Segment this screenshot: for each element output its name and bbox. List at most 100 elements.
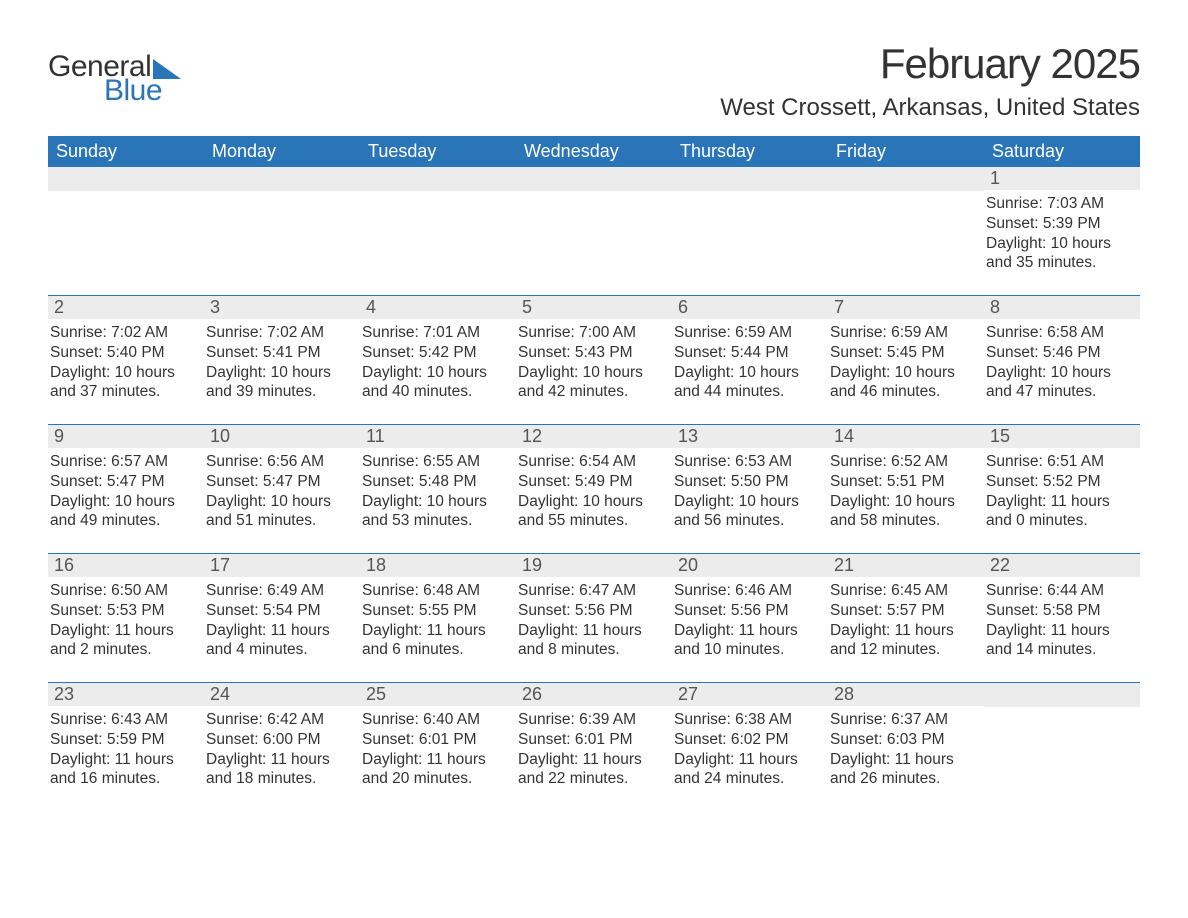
weekday-friday: Friday: [828, 136, 984, 167]
sunrise-line: Sunrise: 6:38 AM: [674, 710, 822, 730]
sunset-line: Sunset: 5:56 PM: [674, 601, 822, 621]
day-cell: [48, 167, 204, 277]
day-body: Sunrise: 7:02 AMSunset: 5:40 PMDaylight:…: [48, 319, 204, 402]
daylight-line: Daylight: 10 hours and 40 minutes.: [362, 363, 510, 403]
day-body: Sunrise: 6:55 AMSunset: 5:48 PMDaylight:…: [360, 448, 516, 531]
day-cell: 21Sunrise: 6:45 AMSunset: 5:57 PMDayligh…: [828, 554, 984, 664]
sunset-line: Sunset: 5:48 PM: [362, 472, 510, 492]
daylight-line: Daylight: 10 hours and 49 minutes.: [50, 492, 198, 532]
daylight-line: Daylight: 11 hours and 18 minutes.: [206, 750, 354, 790]
daylight-line: Daylight: 10 hours and 51 minutes.: [206, 492, 354, 532]
day-cell: 2Sunrise: 7:02 AMSunset: 5:40 PMDaylight…: [48, 296, 204, 406]
day-cell: 20Sunrise: 6:46 AMSunset: 5:56 PMDayligh…: [672, 554, 828, 664]
sunset-line: Sunset: 5:50 PM: [674, 472, 822, 492]
sunset-line: Sunset: 5:57 PM: [830, 601, 978, 621]
daylight-line: Daylight: 11 hours and 8 minutes.: [518, 621, 666, 661]
sunrise-line: Sunrise: 6:54 AM: [518, 452, 666, 472]
sunset-line: Sunset: 5:51 PM: [830, 472, 978, 492]
daylight-line: Daylight: 11 hours and 24 minutes.: [674, 750, 822, 790]
month-title: February 2025: [720, 40, 1140, 88]
day-number: 25: [360, 683, 516, 706]
day-cell: 4Sunrise: 7:01 AMSunset: 5:42 PMDaylight…: [360, 296, 516, 406]
week-row: 23Sunrise: 6:43 AMSunset: 5:59 PMDayligh…: [48, 682, 1140, 793]
day-body: Sunrise: 6:43 AMSunset: 5:59 PMDaylight:…: [48, 706, 204, 789]
day-body: Sunrise: 6:50 AMSunset: 5:53 PMDaylight:…: [48, 577, 204, 660]
sunset-line: Sunset: 5:52 PM: [986, 472, 1134, 492]
day-cell: 10Sunrise: 6:56 AMSunset: 5:47 PMDayligh…: [204, 425, 360, 535]
sunset-line: Sunset: 5:46 PM: [986, 343, 1134, 363]
day-body: Sunrise: 6:59 AMSunset: 5:44 PMDaylight:…: [672, 319, 828, 402]
day-number: 20: [672, 554, 828, 577]
day-number: [360, 167, 516, 191]
day-body: Sunrise: 6:49 AMSunset: 5:54 PMDaylight:…: [204, 577, 360, 660]
day-cell: 18Sunrise: 6:48 AMSunset: 5:55 PMDayligh…: [360, 554, 516, 664]
sunrise-line: Sunrise: 7:02 AM: [50, 323, 198, 343]
sunrise-line: Sunrise: 6:39 AM: [518, 710, 666, 730]
day-body: Sunrise: 6:54 AMSunset: 5:49 PMDaylight:…: [516, 448, 672, 531]
day-cell: [672, 167, 828, 277]
sunset-line: Sunset: 5:53 PM: [50, 601, 198, 621]
sunrise-line: Sunrise: 6:42 AM: [206, 710, 354, 730]
day-cell: [204, 167, 360, 277]
day-body: Sunrise: 6:58 AMSunset: 5:46 PMDaylight:…: [984, 319, 1140, 402]
day-cell: 17Sunrise: 6:49 AMSunset: 5:54 PMDayligh…: [204, 554, 360, 664]
daylight-line: Daylight: 11 hours and 22 minutes.: [518, 750, 666, 790]
sunset-line: Sunset: 5:41 PM: [206, 343, 354, 363]
sunset-line: Sunset: 5:47 PM: [206, 472, 354, 492]
sunrise-line: Sunrise: 6:40 AM: [362, 710, 510, 730]
day-number: 14: [828, 425, 984, 448]
daylight-line: Daylight: 10 hours and 47 minutes.: [986, 363, 1134, 403]
day-number: 18: [360, 554, 516, 577]
sunset-line: Sunset: 5:39 PM: [986, 214, 1134, 234]
day-cell: 14Sunrise: 6:52 AMSunset: 5:51 PMDayligh…: [828, 425, 984, 535]
daylight-line: Daylight: 10 hours and 55 minutes.: [518, 492, 666, 532]
day-body: Sunrise: 6:46 AMSunset: 5:56 PMDaylight:…: [672, 577, 828, 660]
day-number: 23: [48, 683, 204, 706]
weekday-wednesday: Wednesday: [516, 136, 672, 167]
day-number: 19: [516, 554, 672, 577]
weekday-header-row: SundayMondayTuesdayWednesdayThursdayFrid…: [48, 136, 1140, 167]
day-body: Sunrise: 6:37 AMSunset: 6:03 PMDaylight:…: [828, 706, 984, 789]
day-number: [672, 167, 828, 191]
week-row: 1Sunrise: 7:03 AMSunset: 5:39 PMDaylight…: [48, 167, 1140, 277]
sunrise-line: Sunrise: 6:51 AM: [986, 452, 1134, 472]
day-number: 9: [48, 425, 204, 448]
sunrise-line: Sunrise: 6:49 AM: [206, 581, 354, 601]
day-body: Sunrise: 6:39 AMSunset: 6:01 PMDaylight:…: [516, 706, 672, 789]
day-cell: [984, 683, 1140, 793]
day-number: 21: [828, 554, 984, 577]
day-number: [516, 167, 672, 191]
week-row: 16Sunrise: 6:50 AMSunset: 5:53 PMDayligh…: [48, 553, 1140, 664]
day-cell: 5Sunrise: 7:00 AMSunset: 5:43 PMDaylight…: [516, 296, 672, 406]
day-number: 11: [360, 425, 516, 448]
day-cell: 12Sunrise: 6:54 AMSunset: 5:49 PMDayligh…: [516, 425, 672, 535]
daylight-line: Daylight: 11 hours and 26 minutes.: [830, 750, 978, 790]
sunset-line: Sunset: 5:47 PM: [50, 472, 198, 492]
daylight-line: Daylight: 11 hours and 0 minutes.: [986, 492, 1134, 532]
day-body: Sunrise: 7:00 AMSunset: 5:43 PMDaylight:…: [516, 319, 672, 402]
sunrise-line: Sunrise: 6:55 AM: [362, 452, 510, 472]
sunrise-line: Sunrise: 6:45 AM: [830, 581, 978, 601]
sunrise-line: Sunrise: 6:50 AM: [50, 581, 198, 601]
daylight-line: Daylight: 10 hours and 56 minutes.: [674, 492, 822, 532]
daylight-line: Daylight: 10 hours and 42 minutes.: [518, 363, 666, 403]
day-cell: 22Sunrise: 6:44 AMSunset: 5:58 PMDayligh…: [984, 554, 1140, 664]
sunrise-line: Sunrise: 6:56 AM: [206, 452, 354, 472]
day-cell: 16Sunrise: 6:50 AMSunset: 5:53 PMDayligh…: [48, 554, 204, 664]
day-number: 26: [516, 683, 672, 706]
daylight-line: Daylight: 10 hours and 44 minutes.: [674, 363, 822, 403]
day-number: 22: [984, 554, 1140, 577]
day-body: Sunrise: 6:44 AMSunset: 5:58 PMDaylight:…: [984, 577, 1140, 660]
day-body: Sunrise: 6:40 AMSunset: 6:01 PMDaylight:…: [360, 706, 516, 789]
daylight-line: Daylight: 10 hours and 37 minutes.: [50, 363, 198, 403]
day-body: Sunrise: 6:47 AMSunset: 5:56 PMDaylight:…: [516, 577, 672, 660]
day-body: Sunrise: 6:57 AMSunset: 5:47 PMDaylight:…: [48, 448, 204, 531]
day-number: 28: [828, 683, 984, 706]
sunset-line: Sunset: 5:59 PM: [50, 730, 198, 750]
day-body: Sunrise: 6:52 AMSunset: 5:51 PMDaylight:…: [828, 448, 984, 531]
weekday-tuesday: Tuesday: [360, 136, 516, 167]
day-cell: [828, 167, 984, 277]
day-number: 13: [672, 425, 828, 448]
day-number: 1: [984, 167, 1140, 190]
day-number: 8: [984, 296, 1140, 319]
